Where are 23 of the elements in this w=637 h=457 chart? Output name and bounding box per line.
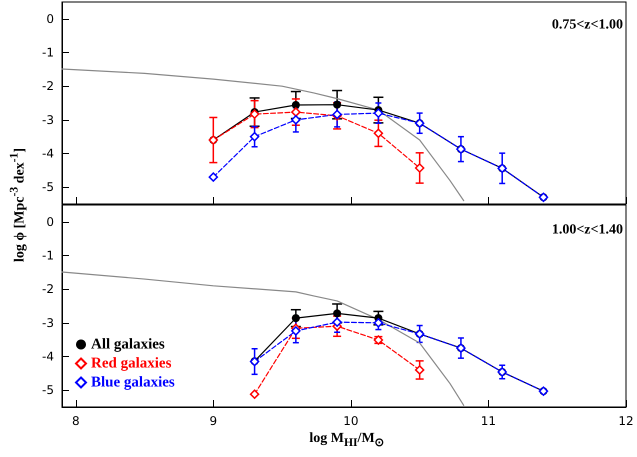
y-tick-label: -1 <box>42 46 54 60</box>
legend-label: Blue galaxies <box>91 374 175 390</box>
y-tick-label: -2 <box>42 282 54 296</box>
x-tick-label: 12 <box>618 414 634 428</box>
y-tick-label: -4 <box>42 146 54 160</box>
legend-label: Red galaxies <box>91 356 172 372</box>
y-tick-label: -5 <box>42 180 54 194</box>
x-tick-label: 8 <box>72 414 80 428</box>
y-tick-label: -3 <box>42 316 54 330</box>
x-tick-label: 10 <box>343 414 359 428</box>
x-tick-label: 9 <box>209 414 218 428</box>
x-tick-label: 11 <box>480 414 496 428</box>
y-tick-label: 0 <box>46 12 54 26</box>
annotation: 0.75<z<1.00 <box>552 18 624 32</box>
annotation: 1.00<z<1.40 <box>552 222 624 238</box>
y-tick-label: -2 <box>42 79 54 94</box>
y-tick-label: -1 <box>42 248 54 262</box>
x-axis-title: log M$_{HI}$/M$_{⊙}$ <box>309 431 385 449</box>
y-tick-label: -4 <box>42 350 54 364</box>
legend-label: All galaxies <box>91 336 165 352</box>
y-tick-label: 0 <box>46 214 54 229</box>
y-tick-label: -5 <box>42 383 54 398</box>
y-tick-label: -3 <box>42 112 54 127</box>
